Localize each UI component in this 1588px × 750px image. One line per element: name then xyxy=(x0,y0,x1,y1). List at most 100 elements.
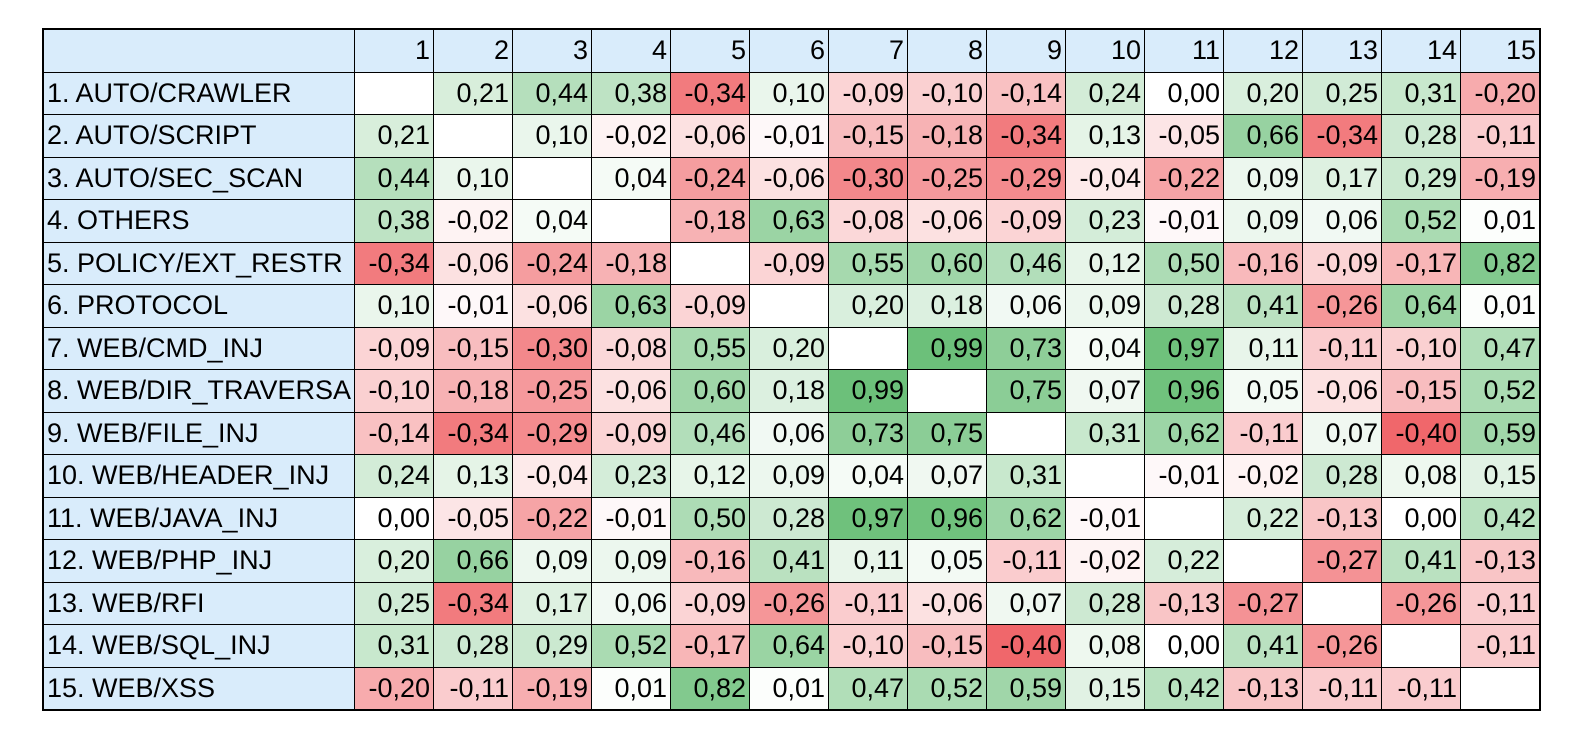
correlation-cell: -0,17 xyxy=(670,624,751,668)
correlation-cell: 0,24 xyxy=(354,454,435,498)
correlation-cell: -0,04 xyxy=(1065,156,1146,200)
correlation-cell: -0,06 xyxy=(512,284,593,328)
correlation-cell: -0,22 xyxy=(1144,156,1225,200)
row-label: 10. WEB/HEADER_INJ xyxy=(42,454,356,498)
correlation-cell: -0,09 xyxy=(670,581,751,625)
correlation-cell: 0,22 xyxy=(1223,496,1304,540)
correlation-cell: 0,25 xyxy=(1302,71,1383,115)
correlation-cell: 0,31 xyxy=(1381,71,1462,115)
correlation-cell: 0,73 xyxy=(986,326,1067,370)
correlation-cell: -0,01 xyxy=(1065,496,1146,540)
correlation-cell: 0,97 xyxy=(828,496,909,540)
correlation-cell: -0,25 xyxy=(907,156,988,200)
correlation-cell xyxy=(433,114,514,158)
correlation-cell: -0,26 xyxy=(1302,284,1383,328)
correlation-cell: -0,34 xyxy=(1302,114,1383,158)
correlation-cell: 0,75 xyxy=(986,369,1067,413)
correlation-matrix-body: 1 2 3 4 5 6 7 8 9 10 11 12 13 14 15 1. AUTO/CRAWLER 0,21… xyxy=(42,28,1541,711)
correlation-cell: 0,07 xyxy=(1302,411,1383,455)
correlation-cell: -0,02 xyxy=(433,199,514,243)
correlation-cell: 0,23 xyxy=(1065,199,1146,243)
correlation-cell: 0,09 xyxy=(1065,284,1146,328)
correlation-cell: 0,46 xyxy=(986,241,1067,285)
column-header: 1 xyxy=(354,28,435,73)
correlation-cell: 0,01 xyxy=(591,666,672,711)
correlation-cell: 0,59 xyxy=(1460,411,1541,455)
correlation-cell: -0,09 xyxy=(749,241,830,285)
correlation-cell: -0,02 xyxy=(1065,539,1146,583)
correlation-cell: 0,62 xyxy=(986,496,1067,540)
correlation-cell: -0,34 xyxy=(433,581,514,625)
column-header: 13 xyxy=(1302,28,1383,73)
correlation-cell: -0,18 xyxy=(591,241,672,285)
correlation-cell xyxy=(828,326,909,370)
correlation-cell xyxy=(1381,624,1462,668)
row-label: 9. WEB/FILE_INJ xyxy=(42,411,356,455)
column-header: 7 xyxy=(828,28,909,73)
correlation-cell: 0,41 xyxy=(1381,539,1462,583)
correlation-cell: 0,82 xyxy=(670,666,751,711)
correlation-cell: 0,13 xyxy=(433,454,514,498)
correlation-cell: 0,28 xyxy=(433,624,514,668)
correlation-cell: 0,73 xyxy=(828,411,909,455)
correlation-cell: -0,09 xyxy=(986,199,1067,243)
correlation-cell: 0,05 xyxy=(1223,369,1304,413)
correlation-cell: 0,46 xyxy=(670,411,751,455)
correlation-cell: 0,55 xyxy=(828,241,909,285)
correlation-cell xyxy=(512,156,593,200)
correlation-cell: 0,04 xyxy=(512,199,593,243)
correlation-cell: 0,66 xyxy=(1223,114,1304,158)
correlation-cell: 0,08 xyxy=(1381,454,1462,498)
correlation-cell: -0,06 xyxy=(670,114,751,158)
correlation-cell: 0,05 xyxy=(907,539,988,583)
correlation-cell: 0,52 xyxy=(1381,199,1462,243)
correlation-cell: 0,09 xyxy=(749,454,830,498)
correlation-cell: 0,28 xyxy=(1065,581,1146,625)
correlation-cell: 0,47 xyxy=(828,666,909,711)
correlation-cell: -0,15 xyxy=(1381,369,1462,413)
correlation-matrix-container: 1 2 3 4 5 6 7 8 9 10 11 12 13 14 15 1. AUTO/CRAWLER 0,21… xyxy=(42,28,1542,711)
column-header: 12 xyxy=(1223,28,1304,73)
correlation-cell: -0,09 xyxy=(670,284,751,328)
correlation-cell: 0,96 xyxy=(1144,369,1225,413)
correlation-cell: 0,01 xyxy=(1460,199,1541,243)
correlation-cell: 0,52 xyxy=(1460,369,1541,413)
correlation-cell: 0,10 xyxy=(354,284,435,328)
correlation-cell: 0,47 xyxy=(1460,326,1541,370)
correlation-cell: -0,19 xyxy=(1460,156,1541,200)
correlation-cell: -0,11 xyxy=(1460,114,1541,158)
correlation-cell: 0,62 xyxy=(1144,411,1225,455)
column-header: 3 xyxy=(512,28,593,73)
correlation-cell: 0,28 xyxy=(1144,284,1225,328)
correlation-cell xyxy=(907,369,988,413)
correlation-cell: 0,09 xyxy=(591,539,672,583)
correlation-cell: -0,26 xyxy=(749,581,830,625)
correlation-cell: -0,01 xyxy=(1144,199,1225,243)
correlation-cell: 0,31 xyxy=(986,454,1067,498)
correlation-cell: 0,28 xyxy=(1381,114,1462,158)
table-row: 14. WEB/SQL_INJ 0,31 0,28 0,29 0,52 -0,17 0,64… xyxy=(42,624,1541,668)
correlation-cell: -0,06 xyxy=(1302,369,1383,413)
correlation-cell: 0,25 xyxy=(354,581,435,625)
correlation-cell: 0,17 xyxy=(512,581,593,625)
correlation-cell: -0,11 xyxy=(1302,326,1383,370)
correlation-cell: 0,12 xyxy=(670,454,751,498)
correlation-cell: 0,64 xyxy=(1381,284,1462,328)
correlation-matrix-table: 1 2 3 4 5 6 7 8 9 10 11 12 13 14 15 1. AUTO/CRAWLER 0,21… xyxy=(42,28,1542,711)
row-label: 15. WEB/XSS xyxy=(42,666,356,711)
correlation-cell: -0,15 xyxy=(907,624,988,668)
correlation-cell: 0,99 xyxy=(828,369,909,413)
row-label: 12. WEB/PHP_INJ xyxy=(42,539,356,583)
correlation-cell xyxy=(591,199,672,243)
correlation-cell: -0,11 xyxy=(986,539,1067,583)
row-label: 8. WEB/DIR_TRAVERSA xyxy=(42,369,356,413)
correlation-cell: 0,00 xyxy=(1381,496,1462,540)
correlation-cell: 0,15 xyxy=(1065,666,1146,711)
correlation-cell: 0,29 xyxy=(1381,156,1462,200)
row-label: 6. PROTOCOL xyxy=(42,284,356,328)
column-header: 4 xyxy=(591,28,672,73)
correlation-cell: -0,01 xyxy=(591,496,672,540)
correlation-cell: 0,10 xyxy=(433,156,514,200)
correlation-cell: 0,52 xyxy=(907,666,988,711)
correlation-cell: 0,17 xyxy=(1302,156,1383,200)
